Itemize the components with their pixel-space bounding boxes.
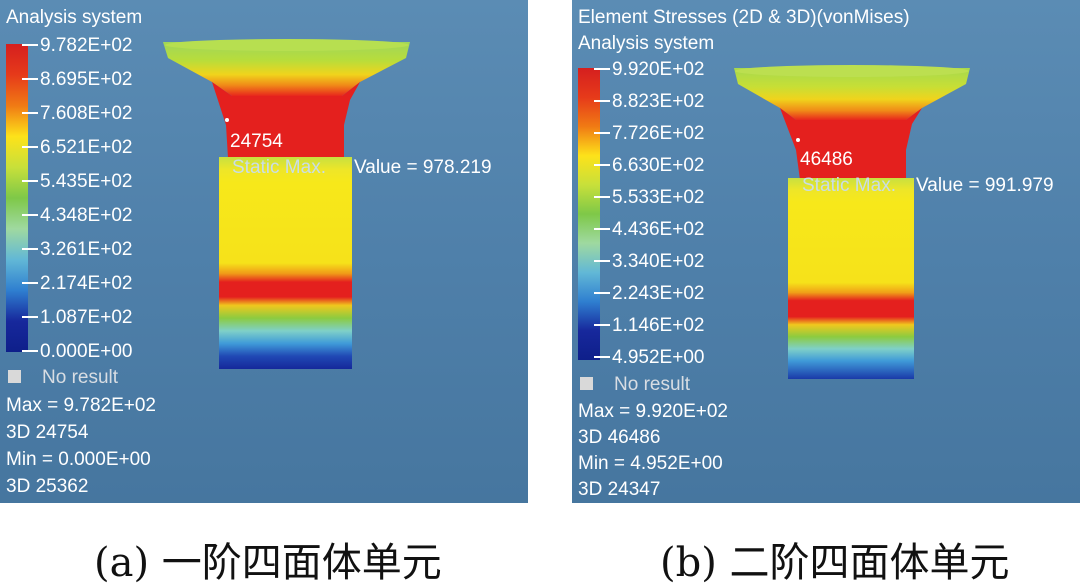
legend-value-b: 6.630E+02 <box>612 155 705 176</box>
legend-tick-a <box>22 146 38 148</box>
legend-tick-b <box>594 164 610 166</box>
model-cap-top-b <box>735 65 969 77</box>
model-shaft-a <box>219 157 352 369</box>
legend-value-a: 5.435E+02 <box>40 171 133 192</box>
legend-tick-b <box>594 228 610 230</box>
model-neck-a <box>212 82 360 158</box>
max-node-marker-b <box>796 138 800 142</box>
legend-value-b: 4.436E+02 <box>612 219 705 240</box>
static-max-prefix-b: Static Max. <box>802 175 896 196</box>
legend-value-b: 3.340E+02 <box>612 251 705 272</box>
analysis-title-b: Analysis system <box>578 33 715 54</box>
legend-colorbar-a <box>6 44 28 352</box>
legend-tick-a <box>22 44 38 46</box>
model-cap-a <box>163 42 410 96</box>
min-element-b: 3D 24347 <box>578 479 661 500</box>
no-result-label-a: No result <box>42 367 119 388</box>
legend-tick-b <box>594 260 610 262</box>
caption-a: (a) 一阶四面体单元 <box>94 540 442 586</box>
no-result-swatch-b <box>580 377 593 390</box>
model-cap-top-a <box>165 39 409 51</box>
legend-tick-b <box>594 324 610 326</box>
legend-value-a: 9.782E+02 <box>40 35 133 56</box>
legend-tick-b <box>594 356 610 358</box>
legend-tick-a <box>22 316 38 318</box>
legend-value-b: 4.952E+00 <box>612 347 705 368</box>
max-node-label-a: 24754 <box>230 131 283 152</box>
legend-tick-b <box>594 100 610 102</box>
legend-value-a: 6.521E+02 <box>40 137 133 158</box>
static-max-prefix-a: Static Max. <box>232 157 326 178</box>
result-viewport-a[interactable]: Analysis system 9.782E+02 8.695E+02 7.60… <box>0 0 528 503</box>
static-max-value-a: Value = 978.219 <box>354 157 492 178</box>
model-b[interactable] <box>572 0 1080 503</box>
model-a[interactable] <box>0 0 528 503</box>
legend-tick-a <box>22 214 38 216</box>
legend-tick-a <box>22 282 38 284</box>
legend-value-a: 8.695E+02 <box>40 69 133 90</box>
model-shaft-b <box>788 178 914 379</box>
legend-value-b: 5.533E+02 <box>612 187 705 208</box>
max-node-label-b: 46486 <box>800 149 853 170</box>
legend-tick-b <box>594 132 610 134</box>
legend-tick-a <box>22 248 38 250</box>
legend-tick-a <box>22 180 38 182</box>
min-value-a: Min = 0.000E+00 <box>6 449 151 470</box>
legend-tick-b <box>594 292 610 294</box>
legend-value-b: 8.823E+02 <box>612 91 705 112</box>
analysis-title-a: Analysis system <box>6 7 143 28</box>
result-viewport-b[interactable]: Element Stresses (2D & 3D)(vonMises) Ana… <box>572 0 1080 503</box>
legend-tick-b <box>594 68 610 70</box>
legend-value-b: 7.726E+02 <box>612 123 705 144</box>
legend-value-a: 2.174E+02 <box>40 273 133 294</box>
legend-value-a: 0.000E+00 <box>40 341 133 362</box>
min-value-b: Min = 4.952E+00 <box>578 453 723 474</box>
legend-value-a: 4.348E+02 <box>40 205 133 226</box>
max-element-b: 3D 46486 <box>578 427 661 448</box>
legend-value-a: 7.608E+02 <box>40 103 133 124</box>
min-element-a: 3D 25362 <box>6 476 89 497</box>
legend-value-b: 1.146E+02 <box>612 315 705 336</box>
legend-tick-a <box>22 78 38 80</box>
legend-value-a: 3.261E+02 <box>40 239 133 260</box>
legend-value-b: 2.243E+02 <box>612 283 705 304</box>
legend-value-b: 9.920E+02 <box>612 59 705 80</box>
static-max-value-b: Value = 991.979 <box>916 175 1054 196</box>
max-element-a: 3D 24754 <box>6 422 89 443</box>
no-result-label-b: No result <box>614 374 691 395</box>
max-value-a: Max = 9.782E+02 <box>6 395 156 416</box>
caption-b: (b) 二阶四面体单元 <box>660 540 1010 586</box>
legend-tick-b <box>594 196 610 198</box>
model-neck-b <box>780 108 922 180</box>
legend-tick-a <box>22 112 38 114</box>
no-result-swatch-a <box>8 370 21 383</box>
results-header-b: Element Stresses (2D & 3D)(vonMises) <box>578 7 910 28</box>
max-value-b: Max = 9.920E+02 <box>578 401 728 422</box>
legend-colorbar-b <box>578 68 600 360</box>
max-node-marker-a <box>225 118 229 122</box>
legend-tick-a <box>22 350 38 352</box>
model-cap-b <box>734 68 970 120</box>
legend-value-a: 1.087E+02 <box>40 307 133 328</box>
